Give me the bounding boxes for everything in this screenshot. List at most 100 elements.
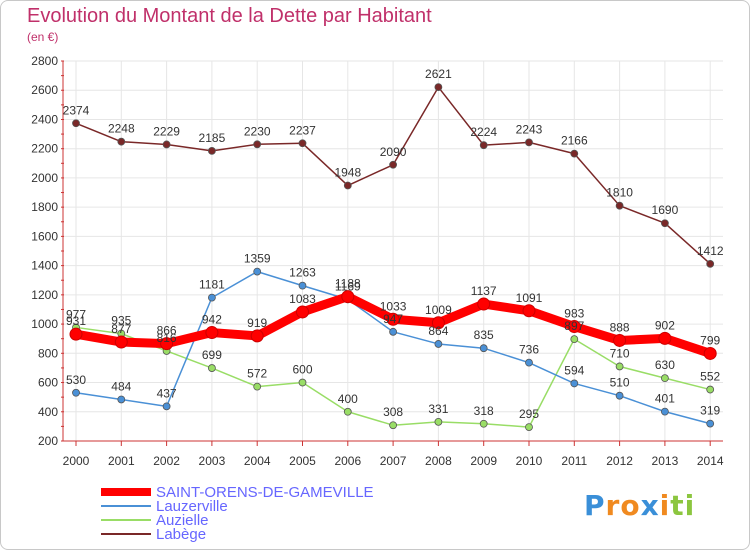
data-point bbox=[525, 423, 533, 432]
data-label: 319 bbox=[700, 404, 720, 418]
data-point bbox=[72, 388, 80, 397]
data-point bbox=[570, 335, 579, 344]
data-point bbox=[615, 201, 624, 210]
data-label: 552 bbox=[700, 370, 720, 384]
data-point bbox=[525, 358, 533, 367]
data-label: 888 bbox=[610, 320, 630, 334]
data-label: 400 bbox=[338, 392, 358, 406]
data-point bbox=[479, 344, 488, 353]
x-tick-label: 2004 bbox=[244, 454, 271, 468]
data-label: 799 bbox=[700, 333, 720, 347]
data-label: 2621 bbox=[425, 67, 452, 81]
data-point bbox=[253, 382, 262, 391]
data-point bbox=[114, 335, 128, 349]
x-tick-label: 2013 bbox=[652, 454, 679, 468]
y-tick-label: 1200 bbox=[31, 288, 58, 302]
y-tick-label: 2600 bbox=[31, 83, 58, 97]
data-label: 2243 bbox=[516, 122, 543, 136]
data-label: 2374 bbox=[63, 103, 90, 117]
data-point bbox=[434, 417, 443, 426]
data-point bbox=[343, 181, 352, 190]
data-label: 630 bbox=[655, 358, 675, 372]
data-point bbox=[706, 259, 715, 268]
data-label: 1169 bbox=[335, 279, 361, 293]
data-label: 600 bbox=[292, 363, 312, 377]
legend-label: Labège bbox=[156, 526, 207, 543]
legend-swatch bbox=[101, 519, 151, 521]
data-label: 2248 bbox=[108, 122, 135, 136]
y-tick-label: 1400 bbox=[31, 259, 58, 273]
x-tick-label: 2008 bbox=[425, 454, 452, 468]
data-label: 877 bbox=[111, 322, 131, 336]
data-point bbox=[706, 385, 715, 394]
data-point bbox=[253, 267, 262, 276]
y-tick-label: 2800 bbox=[31, 54, 58, 68]
y-tick-label: 600 bbox=[38, 376, 58, 390]
data-point bbox=[613, 333, 627, 347]
data-labels: 931 877 866 942 919 1083 1188 1033 1009 1137 1091 9… bbox=[63, 67, 724, 421]
axes: 200 400 600 800 1000 1200 1400 1600 1800 2000 2200… bbox=[31, 54, 724, 468]
data-label: 2230 bbox=[244, 124, 271, 138]
x-tick-label: 2007 bbox=[380, 454, 407, 468]
data-point bbox=[253, 140, 262, 149]
data-label: 530 bbox=[66, 373, 86, 387]
logo-letter: i bbox=[684, 489, 696, 522]
data-point bbox=[160, 337, 174, 351]
data-label: 318 bbox=[474, 404, 494, 418]
x-tick-label: 2014 bbox=[697, 454, 724, 468]
legend-swatch bbox=[101, 533, 151, 535]
data-point bbox=[615, 362, 624, 371]
data-point bbox=[615, 391, 624, 400]
data-label: 864 bbox=[428, 324, 448, 338]
data-label: 947 bbox=[383, 312, 403, 326]
data-point bbox=[431, 316, 445, 330]
data-point bbox=[117, 137, 126, 146]
x-tick-label: 2011 bbox=[561, 454, 587, 468]
data-label: 572 bbox=[247, 367, 267, 381]
data-point bbox=[298, 378, 307, 387]
x-tick-label: 2012 bbox=[606, 454, 633, 468]
data-label: 2185 bbox=[199, 131, 226, 145]
data-label: 1948 bbox=[334, 166, 361, 180]
data-label: 931 bbox=[66, 314, 86, 328]
data-label: 2224 bbox=[470, 125, 497, 139]
data-point bbox=[207, 293, 216, 302]
data-label: 902 bbox=[655, 318, 675, 332]
data-label: 1810 bbox=[606, 186, 633, 200]
data-label: 401 bbox=[655, 392, 675, 406]
data-label: 897 bbox=[564, 319, 584, 333]
x-tick-label: 2001 bbox=[108, 454, 135, 468]
data-point bbox=[479, 141, 488, 150]
data-point bbox=[69, 327, 83, 341]
data-label: 1009 bbox=[425, 303, 452, 317]
data-point bbox=[570, 149, 579, 158]
data-label: 1690 bbox=[652, 203, 679, 217]
data-point bbox=[706, 419, 715, 428]
data-point bbox=[298, 281, 307, 290]
data-label: 1137 bbox=[471, 284, 497, 298]
y-tick-label: 2400 bbox=[31, 112, 58, 126]
data-point bbox=[477, 297, 491, 311]
data-point bbox=[162, 402, 171, 411]
data-label: 484 bbox=[111, 379, 131, 393]
chart-title: Evolution du Montant de la Dette par Hab… bbox=[27, 5, 432, 27]
logo-letter: P bbox=[584, 489, 606, 522]
data-label: 2166 bbox=[561, 134, 588, 148]
data-label: 2090 bbox=[380, 145, 407, 159]
legend-label: Auzielle bbox=[156, 512, 209, 529]
data-label: 331 bbox=[428, 402, 448, 416]
data-label: 2229 bbox=[153, 124, 180, 138]
logo-letter: r bbox=[605, 489, 621, 522]
data-label: 1181 bbox=[199, 278, 225, 292]
data-label: 2237 bbox=[289, 123, 316, 137]
data-point bbox=[522, 304, 536, 318]
data-label: 736 bbox=[519, 343, 539, 357]
legend-swatch bbox=[101, 505, 151, 507]
logo-letter: x bbox=[640, 489, 660, 522]
data-label: 1091 bbox=[516, 291, 543, 305]
data-label: 983 bbox=[564, 307, 584, 321]
data-point bbox=[661, 219, 669, 228]
data-point bbox=[389, 421, 398, 430]
data-label: 1263 bbox=[289, 266, 316, 280]
